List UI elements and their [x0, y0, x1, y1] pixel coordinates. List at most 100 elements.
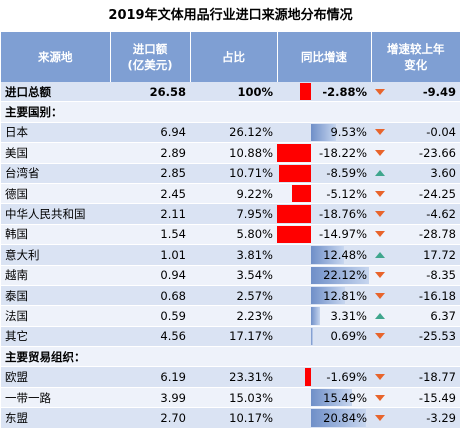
yoy-data-bar [277, 225, 311, 244]
share-cell: 2.57% [190, 285, 277, 307]
yoy-value: 3.31% [330, 308, 367, 323]
yoy-value: 9.53% [330, 125, 367, 140]
yoy-value: 12.48% [323, 247, 367, 262]
delta-value: 3.60 [430, 166, 456, 181]
triangle-up-icon [375, 251, 385, 258]
source-name-cell: 进口总额 [1, 82, 110, 103]
yoy-cell: -18.22% [277, 142, 371, 164]
source-name-cell: 韩国 [1, 224, 110, 246]
yoy-cell: 15.49% [277, 387, 371, 409]
source-name-cell: 欧盟 [1, 366, 110, 388]
table-row: 台湾省 2.85 10.71% -8.59% 3.60 [1, 163, 460, 184]
delta-cell: 17.72 [371, 244, 460, 266]
table-row: 中华人民共和国 2.11 7.95% -18.76% -4.62 [1, 203, 460, 225]
table-row: 泰国 0.68 2.57% 12.81% -16.18 [1, 285, 460, 307]
table-row: 意大利 1.01 3.81% 12.48% 17.72 [1, 244, 460, 266]
yoy-cell: 12.48% [277, 244, 371, 266]
source-name-cell: 东盟 [1, 407, 110, 429]
source-name-cell: 越南 [1, 265, 110, 286]
yoy-value: -1.69% [326, 370, 367, 385]
amount-cell: 0.59 [110, 305, 190, 327]
yoy-data-bar [292, 184, 311, 203]
delta-value: -16.18 [418, 288, 456, 303]
yoy-value: -5.12% [326, 186, 367, 201]
share-cell: 3.81% [190, 244, 277, 266]
delta-value: -15.49 [418, 390, 456, 405]
yoy-data-bar [311, 327, 313, 346]
yoy-data-bar [279, 164, 311, 182]
delta-cell: -3.29 [371, 407, 460, 429]
triangle-down-icon [375, 394, 385, 401]
yoy-cell: 12.81% [277, 285, 371, 307]
delta-cell: -24.25 [371, 183, 460, 205]
yoy-cell: 20.84% [277, 407, 371, 429]
table-row: 德国 2.45 9.22% -5.12% -24.25 [1, 183, 460, 205]
triangle-down-icon [375, 149, 385, 156]
source-name-cell: 德国 [1, 183, 110, 205]
yoy-data-bar [277, 144, 311, 162]
amount-cell: 2.45 [110, 183, 190, 205]
import-source-table: 来源地 进口额 (亿美元) 占比 同比增速 增速较上年 变化 进口总额 26.58 10… [1, 32, 460, 429]
share-cell: 17.17% [190, 326, 277, 348]
amount-cell: 1.01 [110, 244, 190, 266]
table-title: 2019年文体用品行业进口来源地分布情况 [108, 8, 353, 23]
header-share: 占比 [190, 32, 278, 82]
amount-cell: 1.54 [110, 224, 190, 246]
header-delta: 增速较上年 变化 [371, 32, 460, 82]
delta-value: 17.72 [423, 247, 456, 262]
triangle-down-icon [375, 333, 385, 340]
source-name-cell: 台湾省 [1, 163, 110, 184]
delta-cell: -15.49 [371, 387, 460, 409]
share-cell: 3.54% [190, 265, 277, 286]
yoy-value: -2.88% [322, 84, 367, 99]
amount-cell: 6.94 [110, 122, 190, 144]
yoy-value: 12.81% [323, 288, 367, 303]
yoy-data-bar [311, 266, 369, 284]
delta-value: -3.29 [426, 410, 456, 425]
amount-cell: 2.89 [110, 142, 190, 164]
table-row: 越南 0.94 3.54% 22.12% -8.35 [1, 265, 460, 286]
share-cell: 10.17% [190, 407, 277, 429]
yoy-value: -18.76% [319, 207, 367, 222]
table-row: 东盟 2.70 10.17% 20.84% -3.29 [1, 407, 460, 429]
yoy-data-bar [304, 368, 311, 386]
delta-value: -24.25 [418, 186, 456, 201]
yoy-data-bar [311, 409, 366, 427]
triangle-down-icon [375, 88, 385, 95]
source-name-cell: 法国 [1, 305, 110, 327]
share-cell: 26.12% [190, 122, 277, 144]
yoy-data-bar [277, 205, 311, 223]
delta-value: -23.66 [418, 145, 456, 160]
yoy-cell: -2.88% [277, 82, 371, 103]
table-row: 其它 4.56 17.17% 0.69% -25.53 [1, 326, 460, 348]
delta-cell: -16.18 [371, 285, 460, 307]
amount-cell: 2.11 [110, 203, 190, 225]
source-name-cell: 泰国 [1, 285, 110, 307]
table-row: 韩国 1.54 5.80% -14.97% -28.78 [1, 224, 460, 246]
delta-value: -9.49 [422, 84, 456, 99]
yoy-data-bar [311, 307, 320, 325]
triangle-up-icon [375, 312, 385, 319]
yoy-data-bar [311, 388, 352, 407]
section-header-row: 主要国别： [1, 101, 460, 123]
delta-value: -28.78 [418, 227, 456, 242]
yoy-cell: -18.76% [277, 203, 371, 225]
triangle-down-icon [375, 190, 385, 197]
delta-cell: -0.04 [371, 122, 460, 144]
yoy-cell: 0.69% [277, 326, 371, 348]
triangle-down-icon [375, 231, 385, 238]
delta-value: -4.62 [426, 207, 456, 222]
triangle-down-icon [375, 292, 385, 299]
share-cell: 10.71% [190, 163, 277, 184]
yoy-value: 15.49% [323, 390, 367, 405]
amount-cell: 2.70 [110, 407, 190, 429]
amount-cell: 26.58 [110, 82, 190, 103]
delta-cell: -8.35 [371, 265, 460, 286]
triangle-down-icon [375, 129, 385, 136]
delta-cell: -25.53 [371, 326, 460, 348]
amount-cell: 6.19 [110, 366, 190, 388]
yoy-value: 0.69% [330, 329, 367, 344]
yoy-value: -14.97% [319, 227, 367, 242]
share-cell: 100% [190, 82, 277, 103]
yoy-data-bar [300, 83, 311, 101]
